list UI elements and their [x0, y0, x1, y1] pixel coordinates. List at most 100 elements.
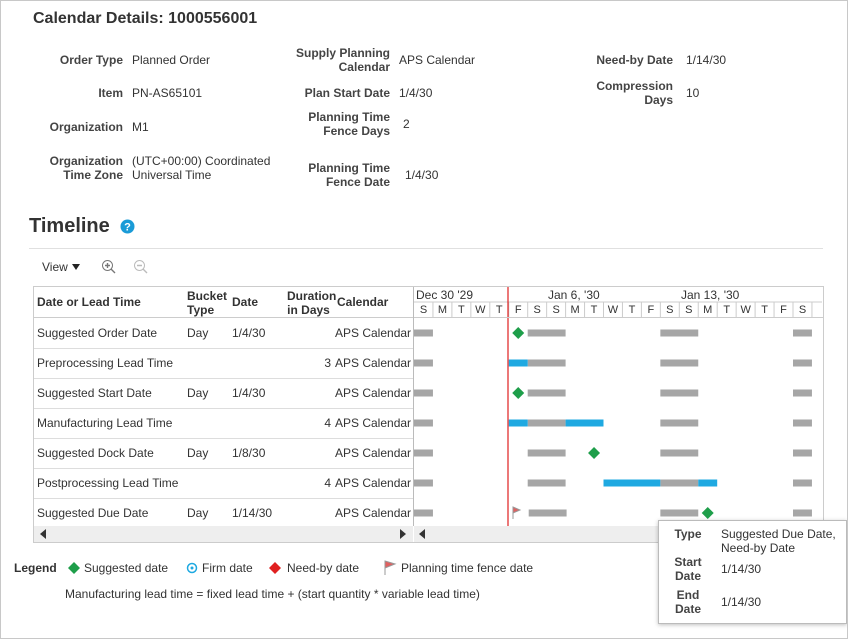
- nonworking-bar: [660, 419, 699, 427]
- dropdown-arrow: [72, 264, 81, 270]
- cell: Suggested Due Date: [37, 506, 149, 520]
- legend-label: Planning time fence date: [401, 561, 534, 575]
- legend-label: Firm date: [202, 561, 253, 575]
- cell: APS Calendar: [335, 386, 412, 400]
- detail-value: 2: [403, 117, 410, 131]
- nonworking-bar: [793, 329, 812, 337]
- cell: 1/8/30: [232, 446, 266, 460]
- detail-label: Organization Time Zone: [49, 154, 123, 182]
- nonworking-bar: [414, 479, 433, 487]
- nonworking-bar: [793, 419, 812, 427]
- view-menu[interactable]: View: [42, 260, 81, 274]
- day-label: S: [798, 304, 807, 316]
- row-divider: [34, 468, 413, 469]
- tooltip: [658, 520, 847, 624]
- row-divider: [34, 348, 413, 349]
- nonworking-bar: [414, 329, 433, 337]
- column-header: Date or Lead Time: [37, 295, 141, 309]
- cell: APS Calendar: [335, 356, 412, 370]
- nonworking-bar: [660, 509, 699, 517]
- detail-label: Planning Time Fence Date: [308, 161, 390, 189]
- nonworking-bar: [793, 479, 812, 487]
- detail-value: APS Calendar: [399, 53, 476, 67]
- scrollbar: [34, 526, 413, 542]
- nonworking-bar: [527, 449, 566, 457]
- nonworking-bar: [414, 389, 433, 397]
- legend-icon: [384, 560, 397, 575]
- cell: 3: [324, 356, 331, 370]
- detail-value: 1/14/30: [686, 53, 727, 67]
- divider: [29, 248, 823, 249]
- cell: 1/14/30: [232, 506, 273, 520]
- day-label: W: [607, 304, 619, 316]
- help-icon[interactable]: ?: [120, 219, 135, 234]
- nonworking-bar: [660, 359, 699, 367]
- cell: Suggested Dock Date: [37, 446, 154, 460]
- nonworking-bar: [414, 449, 433, 457]
- nonworking-bar: [660, 329, 699, 337]
- lead-time-bar: [508, 419, 528, 427]
- nonworking-bar: [793, 359, 812, 367]
- detail-label: Planning Time Fence Days: [308, 110, 390, 138]
- row-divider: [34, 498, 413, 499]
- legend-label: Suggested date: [84, 561, 169, 575]
- day-label: F: [647, 304, 655, 316]
- detail-value: 1/4/30: [399, 86, 433, 100]
- legend-icon: [68, 562, 80, 574]
- tooltip-value: Suggested Due Date, Need-by Date: [721, 527, 836, 555]
- day-label: T: [723, 304, 731, 316]
- row-divider: [34, 438, 413, 439]
- cell: Suggested Order Date: [37, 326, 158, 340]
- suggested-date-marker: [701, 507, 714, 519]
- column-header: Calendar: [337, 295, 389, 309]
- note: Manufacturing lead time = fixed lead tim…: [65, 587, 480, 601]
- column-header: Date: [232, 295, 259, 309]
- day-label: S: [552, 304, 560, 316]
- suggested-date-marker: [512, 327, 525, 339]
- nonworking-bar: [660, 389, 699, 397]
- column-header: Duration in Days: [287, 289, 337, 317]
- day-label: W: [475, 304, 486, 316]
- pane-divider: [413, 287, 414, 526]
- detail-value: PN-AS65101: [132, 86, 203, 100]
- cell: 4: [324, 416, 331, 430]
- nonworking-bar: [414, 509, 433, 517]
- day-label: S: [419, 304, 428, 316]
- cell: APS Calendar: [335, 326, 412, 340]
- header-divider: [34, 317, 823, 318]
- legend-icon: [190, 566, 194, 570]
- nonworking-bar: [660, 479, 699, 487]
- detail-label: Item: [98, 86, 123, 100]
- detail-value: (UTC+00:00) Coordinated Universal Time: [132, 154, 271, 182]
- day-label: W: [740, 304, 751, 316]
- cell: APS Calendar: [335, 446, 412, 460]
- cell: 1/4/30: [232, 386, 266, 400]
- cell: Day: [187, 326, 209, 340]
- day-label: M: [703, 304, 713, 316]
- cell: 4: [324, 476, 331, 490]
- nonworking-bar: [527, 479, 566, 487]
- week-label: Jan 6, '30: [548, 288, 600, 302]
- nonworking-bar: [793, 389, 812, 397]
- day-label: T: [458, 304, 465, 316]
- day-label: S: [533, 304, 541, 316]
- tooltip-label: Type: [674, 527, 702, 541]
- suggested-date-marker: [512, 387, 525, 399]
- cell: APS Calendar: [335, 416, 412, 430]
- detail-label: Supply Planning Calendar: [295, 46, 390, 74]
- svg-text:?: ?: [124, 222, 131, 234]
- scroll-arrow: [40, 529, 46, 539]
- nonworking-bar: [414, 419, 433, 427]
- section-title: Timeline: [29, 215, 110, 237]
- day-label: T: [628, 304, 636, 316]
- detail-value: M1: [132, 120, 149, 134]
- scroll-arrow: [419, 529, 425, 539]
- week-label: Dec 30 '29: [416, 288, 473, 302]
- detail-label: Compression Days: [596, 79, 673, 107]
- row-divider: [34, 378, 413, 379]
- day-label: S: [685, 304, 693, 316]
- suggested-date-marker: [588, 447, 601, 459]
- zoom-in[interactable]: [101, 259, 117, 275]
- cell: Day: [187, 446, 209, 460]
